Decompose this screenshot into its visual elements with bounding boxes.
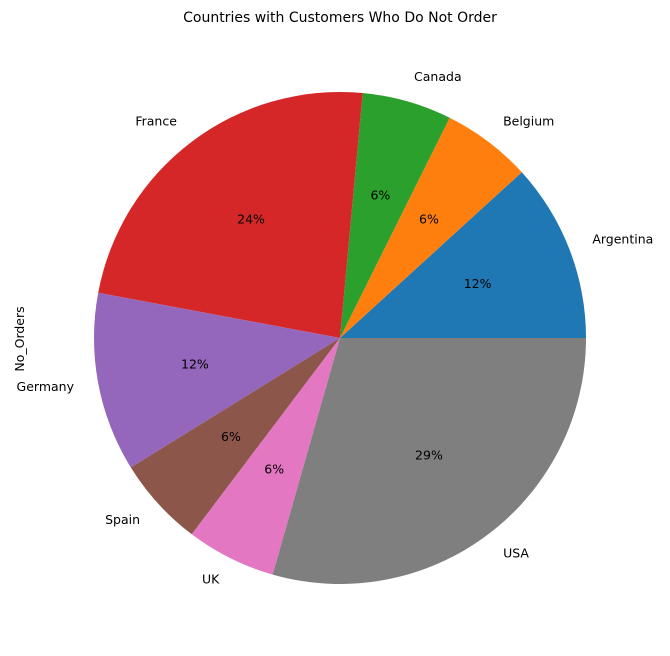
y-axis-label: No_Orders [12, 306, 27, 371]
percent-label-belgium: 6% [419, 212, 439, 227]
category-label-germany: Germany [17, 379, 75, 394]
category-label-spain: Spain [105, 512, 140, 527]
chart-title: Countries with Customers Who Do Not Orde… [183, 10, 497, 26]
pie-slice-usa [272, 338, 586, 584]
pie-slice-uk [191, 338, 340, 575]
pie-slice-canada [340, 93, 450, 338]
pie-slice-germany [93, 292, 340, 468]
percent-label-france: 24% [237, 212, 265, 227]
percent-label-spain: 6% [221, 429, 241, 444]
percent-label-germany: 12% [181, 357, 209, 372]
pie-slice-france [98, 91, 363, 338]
category-label-france: France [135, 114, 177, 129]
percent-label-usa: 29% [415, 447, 443, 462]
pie-slice-belgium [340, 117, 522, 339]
percent-label-argentina: 12% [464, 276, 492, 291]
pie-slice-spain [130, 338, 340, 535]
pie-slices [93, 91, 586, 584]
percent-label-canada: 6% [370, 188, 390, 203]
pie-slice-argentina [340, 172, 586, 338]
pie-labels: Argentina 12% Belgium 6% Canada 6% France 24% Ge… [17, 69, 654, 587]
percent-label-uk: 6% [264, 462, 284, 477]
category-label-argentina: Argentina [592, 232, 653, 247]
category-label-canada: Canada [414, 69, 462, 84]
category-label-belgium: Belgium [503, 114, 554, 129]
category-label-usa: USA [503, 545, 529, 560]
category-label-uk: UK [202, 572, 220, 587]
